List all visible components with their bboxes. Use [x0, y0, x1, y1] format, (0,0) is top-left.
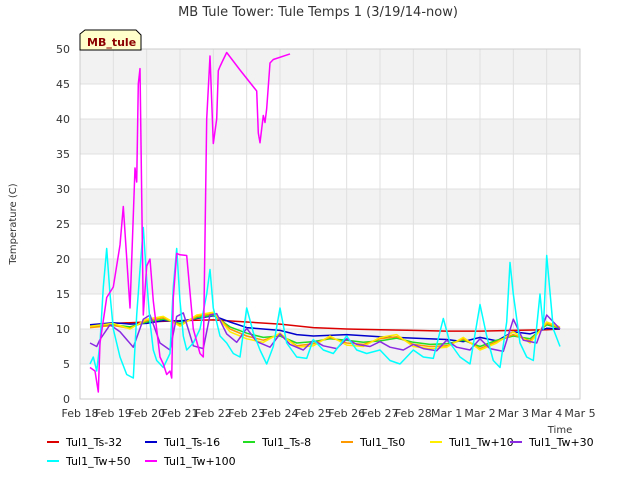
y-tick-label: 20 — [56, 253, 70, 266]
site-badge-box — [79, 29, 142, 51]
x-tick-label: Mar 5 — [564, 407, 595, 420]
series-line-tul1-tw-10 — [89, 311, 561, 351]
plot-band — [80, 119, 580, 154]
x-tick-label: Feb 23 — [228, 407, 265, 420]
y-tick-label: 30 — [56, 183, 70, 196]
y-tick-label: 15 — [56, 288, 70, 301]
legend-label-tul1-ts0: Tul1_Ts0 — [359, 436, 405, 449]
legend-label-tul1-tw-30: Tul1_Tw+30 — [528, 436, 594, 449]
legend-label-tul1-tw-10: Tul1_Tw+10 — [448, 436, 514, 449]
y-tick-label: 45 — [56, 78, 70, 91]
y-axis-label: Temperature (C) — [8, 183, 19, 265]
plot-background-bands — [80, 49, 580, 364]
legend-label-tul1-ts-16: Tul1_Ts-16 — [163, 436, 220, 449]
y-tick-label: 50 — [56, 43, 70, 56]
legend-label-tul1-tw-100: Tul1_Tw+100 — [163, 455, 236, 468]
y-tick-label: 5 — [63, 358, 70, 371]
y-axis-ticks: 0 5 10 15 20 25 30 35 40 45 50 — [56, 43, 70, 406]
y-tick-label: 25 — [56, 218, 70, 231]
x-tick-label: Feb 21 — [162, 407, 199, 420]
x-axis-label: Time — [547, 425, 572, 436]
legend-label-tul1-ts-32: Tul1_Ts-32 — [65, 436, 122, 449]
y-tick-label: 10 — [56, 323, 70, 336]
x-tick-label: Feb 24 — [262, 407, 299, 420]
x-tick-label: Mar 4 — [531, 407, 562, 420]
x-tick-label: Feb 25 — [295, 407, 332, 420]
plot-band — [80, 189, 580, 224]
x-tick-label: Mar 2 — [464, 407, 495, 420]
plot-area-border — [79, 48, 581, 400]
legend-label-tul1-ts-8: Tul1_Ts-8 — [261, 436, 311, 449]
x-tick-label: Mar 3 — [498, 407, 529, 420]
chart-title: MB Tule Tower: Tule Temps 1 (3/19/14-now… — [178, 5, 458, 20]
plot-band — [80, 259, 580, 294]
x-tick-label: Feb 19 — [95, 407, 132, 420]
x-tick-label: Mar 1 — [431, 407, 462, 420]
x-tick-label: Feb 26 — [328, 407, 365, 420]
legend: Tul1_Ts-32 Tul1_Ts-16 Tul1_Ts-8 Tul1_Ts0 Tul… — [47, 436, 594, 468]
x-tick-label: Feb 18 — [62, 407, 99, 420]
series-line-tul1-tw-50 — [89, 226, 561, 379]
series-line-tul1-tw-100 — [89, 51, 291, 393]
series-layer — [89, 51, 561, 393]
x-tick-label: Feb 28 — [395, 407, 432, 420]
y-tick-label: 40 — [56, 113, 70, 126]
legend-label-tul1-tw-50: Tul1_Tw+50 — [65, 455, 131, 468]
site-badge-label: MB_tule — [87, 36, 136, 49]
y-tick-label: 35 — [56, 148, 70, 161]
x-tick-label: Feb 27 — [362, 407, 399, 420]
y-tick-label: 0 — [63, 393, 70, 406]
x-tick-label: Feb 20 — [128, 407, 165, 420]
plot-band — [80, 49, 580, 84]
x-tick-label: Feb 22 — [195, 407, 232, 420]
site-badge: MB_tule — [79, 29, 142, 51]
